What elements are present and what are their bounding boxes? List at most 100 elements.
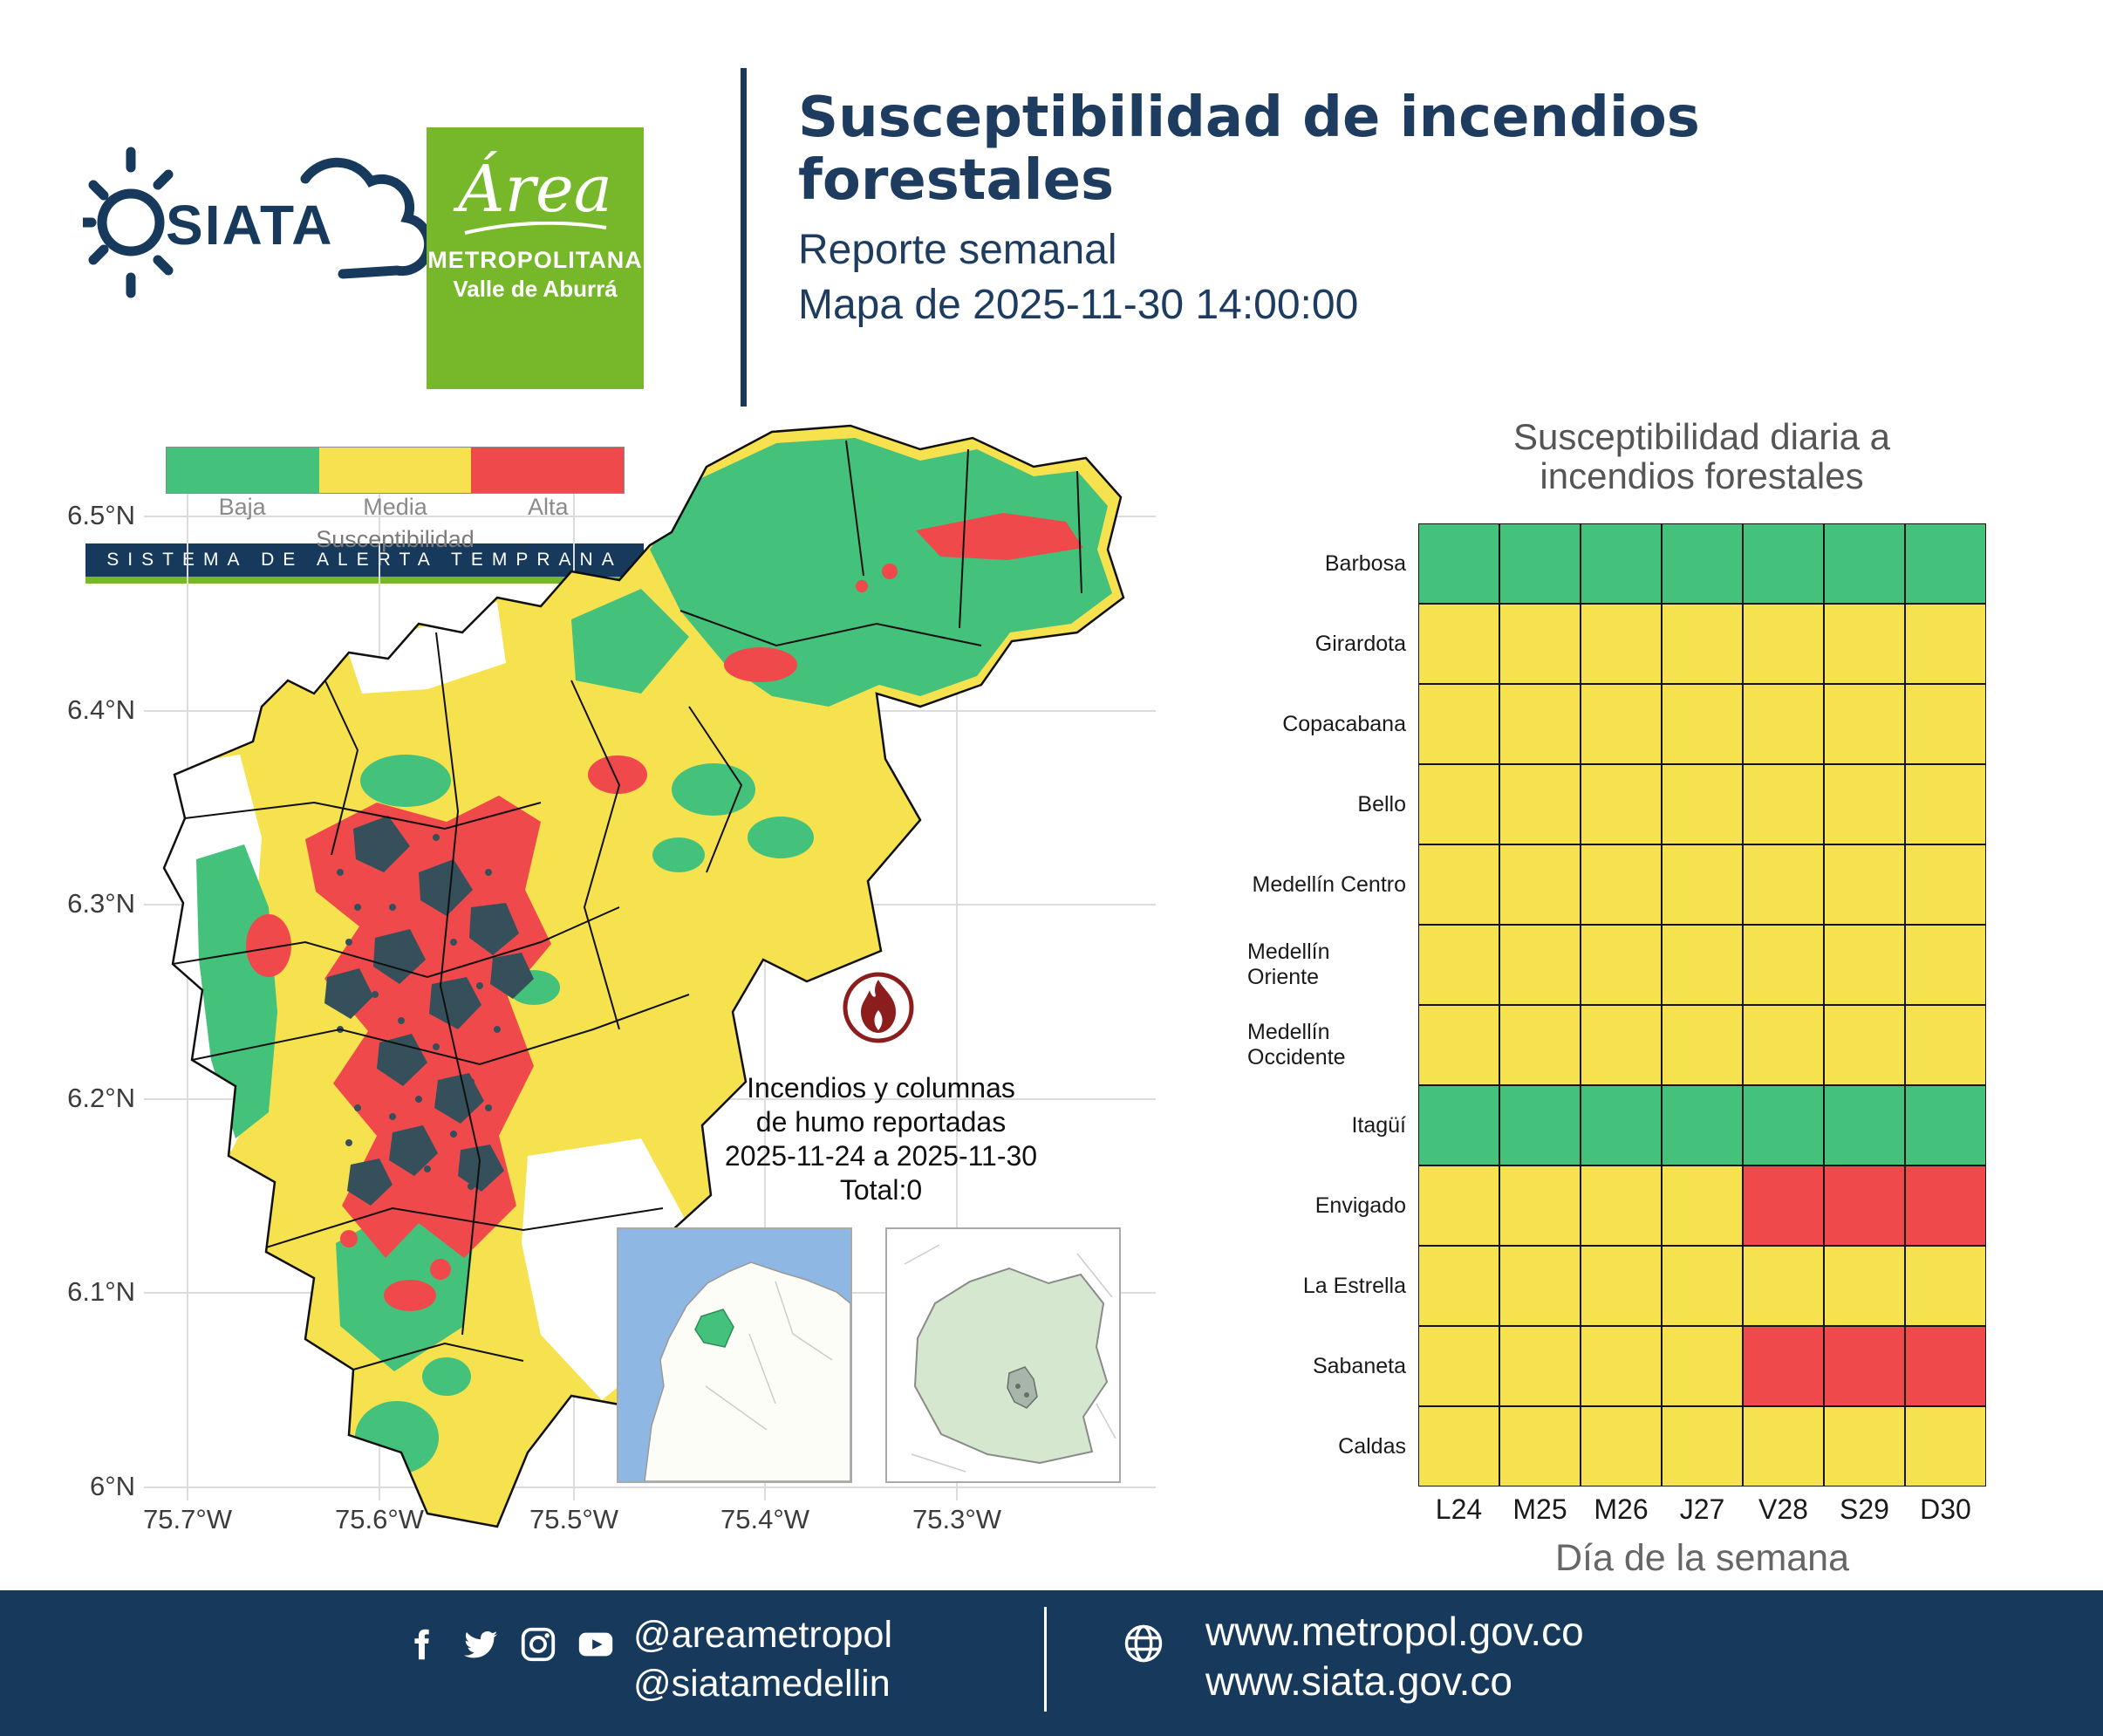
annotation-line: Total:0 (839, 1174, 923, 1206)
header-divider (741, 68, 747, 407)
heatmap-cell (1499, 1326, 1581, 1406)
legend-label-alta: Alta (528, 494, 569, 520)
heatmap-cell (1499, 1165, 1581, 1246)
legend-label-baja: Baja (218, 494, 266, 520)
heatmap-cell (1905, 604, 1986, 684)
heatmap-cell (1499, 1085, 1581, 1165)
heatmap-title: Susceptibilidad diaria a incendios fores… (1423, 417, 1981, 496)
report-subtitle: Reporte semanal (798, 227, 1117, 274)
heatmap-cell (1905, 1326, 1986, 1406)
social-handle-areametropol[interactable]: @areametropol (633, 1614, 893, 1656)
heatmap-cell (1662, 925, 1743, 1005)
heatmap-cell (1905, 925, 1986, 1005)
heatmap-title-line1: Susceptibilidad diaria a (1513, 416, 1890, 457)
colombia-landmass (644, 1261, 851, 1482)
heatmap-cell (1581, 604, 1662, 684)
heatmap-cell (1905, 1406, 1986, 1487)
youtube-icon[interactable] (576, 1624, 616, 1664)
heatmap-cell (1662, 523, 1743, 604)
heatmap-cell (1905, 844, 1986, 925)
heatmap-col-label: S29 (1840, 1493, 1889, 1525)
heatmap-cell (1581, 925, 1662, 1005)
fire-report-annotation: Incendios y columnas de humo reportadas … (611, 1071, 1151, 1207)
globe-icon (1121, 1621, 1166, 1666)
heatmap-cell (1662, 1406, 1743, 1487)
heatmap-cell (1824, 684, 1905, 764)
x-tick: 75.4°W (720, 1504, 809, 1534)
heatmap-cell (1743, 604, 1824, 684)
heatmap-cell (1418, 925, 1499, 1005)
heatmap-cell (1499, 1406, 1581, 1487)
heatmap-cell (1905, 523, 1986, 604)
heatmap-cell (1824, 844, 1905, 925)
heatmap-cell (1743, 925, 1824, 1005)
website-metropol[interactable]: www.metropol.gov.co (1205, 1609, 1584, 1654)
heatmap-row-label: Barbosa (1247, 523, 1418, 604)
heatmap-row-label: La Estrella (1247, 1246, 1418, 1326)
website-siata[interactable]: www.siata.gov.co (1205, 1658, 1512, 1704)
antioquia-highlight (694, 1309, 734, 1348)
heatmap-cell (1581, 1406, 1662, 1487)
siata-banner: SISTEMA DE ALERTA TEMPRANA (85, 543, 644, 577)
heatmap-row-label: Caldas (1247, 1406, 1418, 1487)
municipal-borders (172, 440, 1082, 1370)
heatmap-col-label: D30 (1920, 1493, 1971, 1525)
legend-labels: Baja Media Alta (166, 494, 625, 521)
heatmap-grid: Barbosa Girardota Copacabana Bello Medellín … (1247, 523, 1986, 1487)
social-handle-siatamedellin[interactable]: @siatamedellin (633, 1663, 891, 1705)
heatmap-cell (1418, 1406, 1499, 1487)
x-tick: 75.6°W (335, 1504, 424, 1534)
heatmap-cell (1743, 1085, 1824, 1165)
annotation-line: 2025-11-24 a 2025-11-30 (724, 1140, 1038, 1172)
y-tick: 6.4°N (67, 694, 135, 725)
heatmap-cell (1581, 523, 1662, 604)
heatmap-xaxis-title: Día de la semana (1554, 1537, 1850, 1579)
facebook-icon[interactable] (403, 1624, 443, 1664)
valle-de-aburra-highlight (1007, 1366, 1038, 1409)
cloud-icon (300, 157, 432, 279)
annotation-line: de humo reportadas (755, 1106, 1007, 1138)
heatmap-cell (1418, 684, 1499, 764)
legend-swatch-media (318, 448, 472, 493)
heatmap-col-label: J27 (1679, 1493, 1725, 1525)
heatmap-cell (1824, 764, 1905, 844)
heatmap-cell (1662, 1165, 1743, 1246)
heatmap-row-label: Medellín Oriente (1247, 925, 1418, 1005)
heatmap-row-label: Girardota (1247, 604, 1418, 684)
instagram-icon[interactable] (518, 1624, 558, 1664)
heatmap-cell (1824, 1165, 1905, 1246)
amva-logo: Área METROPOLITANA Valle de Aburrá (427, 127, 644, 389)
heatmap-row-label: Medellín Occidente (1247, 1005, 1418, 1085)
urban-speckle (324, 816, 534, 1206)
heatmap-cell (1743, 523, 1824, 604)
heatmap-cell (1418, 1246, 1499, 1326)
heatmap-cell (1499, 684, 1581, 764)
antioquia-inset-map (885, 1227, 1121, 1483)
heatmap-cell (1581, 1326, 1662, 1406)
heatmap-cell (1743, 764, 1824, 844)
heatmap-cell (1743, 1165, 1824, 1246)
legend-swatch-alta (471, 448, 625, 493)
heatmap-cell (1418, 604, 1499, 684)
heatmap-cell (1824, 1406, 1905, 1487)
twitter-icon[interactable] (461, 1624, 501, 1664)
heatmap-cell (1418, 1165, 1499, 1246)
heatmap-col-label: M26 (1594, 1493, 1649, 1525)
footer-bar (0, 1590, 2103, 1736)
heatmap-cell (1743, 684, 1824, 764)
heatmap-cell (1581, 1005, 1662, 1085)
siata-logo: SIATA (83, 147, 432, 298)
banner-green-underline (85, 577, 644, 584)
heatmap-cell (1743, 1326, 1824, 1406)
legend-colorbar (166, 447, 625, 494)
heatmap-col-label: M25 (1512, 1493, 1567, 1525)
heatmap-cell (1499, 1246, 1581, 1326)
heatmap-cell (1418, 523, 1499, 604)
heatmap-xlabels: L24 M25 M26 J27 V28 S29 D30 (1247, 1488, 1986, 1526)
x-tick: 75.3°W (912, 1504, 1001, 1534)
antioquia-shape (913, 1267, 1109, 1465)
legend-title: Susceptibilidad (316, 526, 475, 552)
heatmap-cell (1581, 1246, 1662, 1326)
sun-icon (83, 147, 174, 298)
